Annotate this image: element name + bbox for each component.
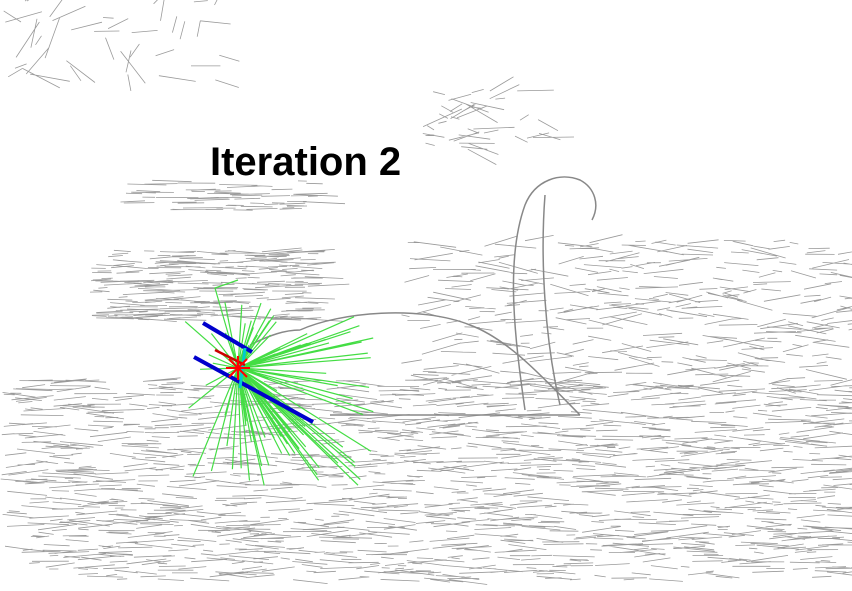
edge-strokes — [120, 179, 346, 211]
edge-strokes — [89, 247, 350, 322]
iteration-label: Iteration 2 — [210, 140, 401, 184]
edge-strokes — [401, 234, 852, 395]
red-segment — [214, 348, 246, 367]
blue-segment — [193, 355, 314, 424]
edge-strokes — [3, 0, 240, 91]
edge-strokes — [0, 375, 852, 585]
edge-strokes — [422, 76, 575, 165]
center-star — [226, 356, 250, 380]
swan-neck-outline — [512, 176, 597, 411]
blue-segment — [201, 321, 254, 354]
